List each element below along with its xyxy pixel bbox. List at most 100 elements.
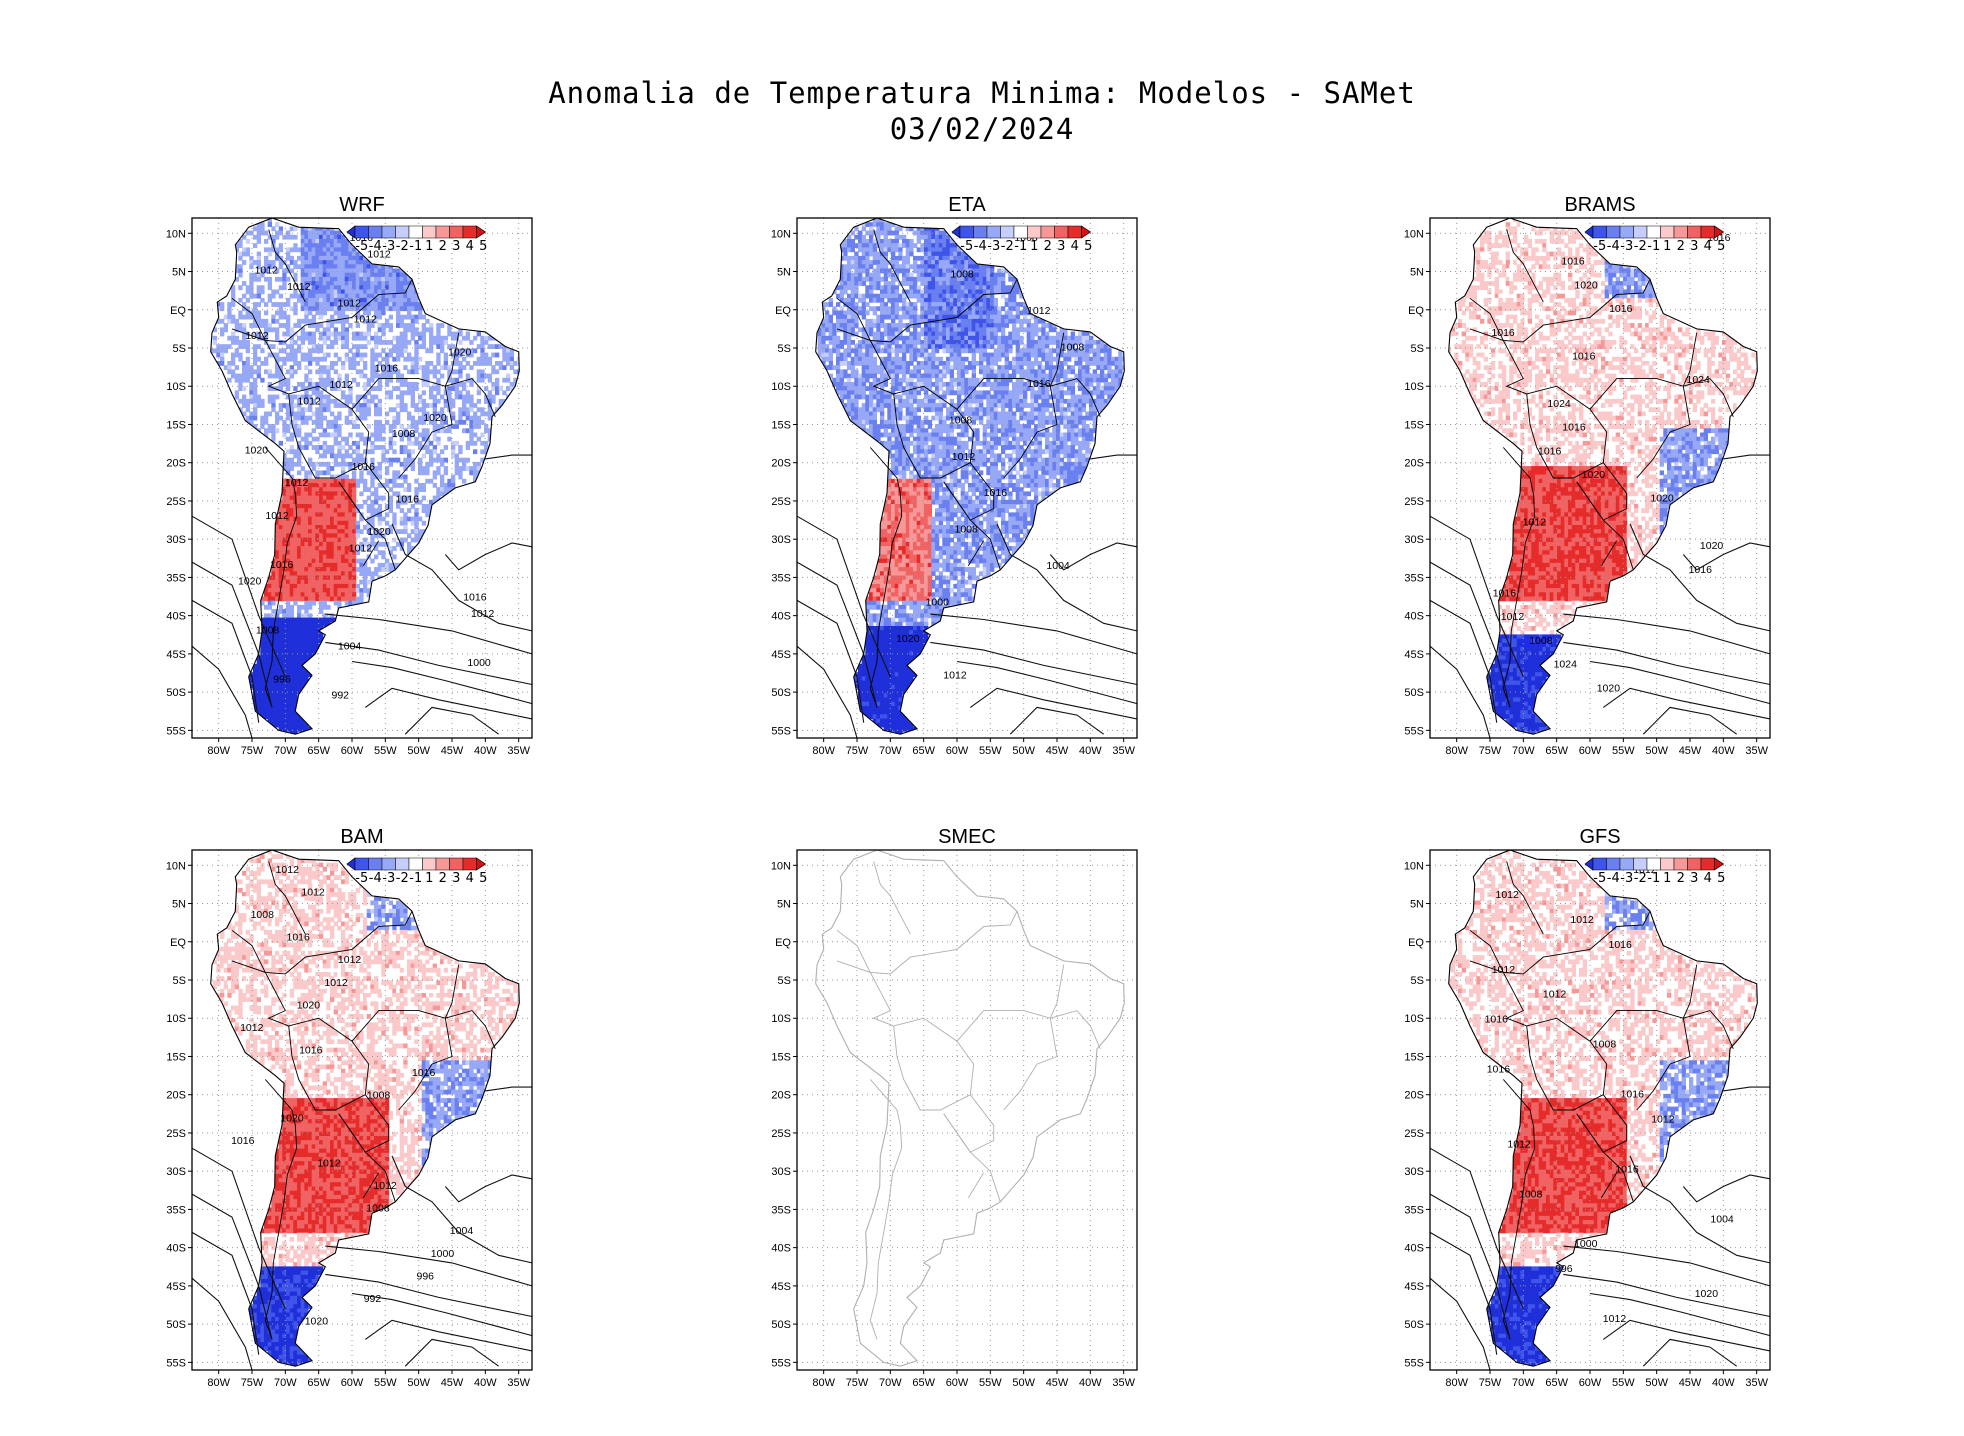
lon-tick-label: 40W: [1079, 745, 1102, 757]
isobar-label: 1016: [1615, 1163, 1639, 1175]
lat-tick-label: EQ: [1408, 937, 1424, 949]
isobar-label: 1012: [1651, 1114, 1675, 1126]
colorbar-label: -4: [974, 239, 987, 254]
lat-tick-label: 35S: [1404, 1204, 1424, 1216]
colorbar-label: 3: [452, 239, 460, 254]
lat-tick-label: 10N: [1404, 228, 1424, 240]
country-border: [869, 447, 903, 708]
colorbar-label: -1: [409, 239, 422, 254]
isobar-label: 1020: [280, 1112, 304, 1124]
country-border: [1589, 378, 1691, 479]
lon-tick-label: 35W: [1112, 745, 1135, 757]
lat-tick-label: 55S: [1404, 1357, 1424, 1369]
lon-tick-label: 45W: [1046, 745, 1069, 757]
colorbar-label: 4: [466, 871, 474, 886]
map-panel-eta: ETA1008100810121008101610081012101610081…: [605, 194, 1138, 774]
country-border: [1049, 332, 1065, 387]
isobar-label: 1020: [1597, 682, 1621, 694]
lat-tick-label: 55S: [166, 1357, 186, 1369]
isobar-label: 1016: [1027, 378, 1051, 390]
country-border: [836, 328, 894, 395]
isobar-label: 1016: [463, 592, 487, 604]
country-border: [231, 328, 289, 395]
lon-tick-label: 80W: [812, 1377, 835, 1389]
isobar-label: 1012: [367, 248, 391, 260]
isobar-label: 1012: [255, 265, 279, 277]
panel-title: WRF: [339, 194, 385, 216]
colorbar-label: -3: [1620, 239, 1633, 254]
lat-tick-label: 10S: [771, 1013, 791, 1025]
country-border: [1600, 1172, 1618, 1199]
lon-tick-label: 45W: [1046, 1377, 1069, 1389]
isobar-label: 1012: [324, 977, 348, 989]
isobar-label: 1016: [984, 487, 1008, 499]
country-border: [445, 1010, 496, 1049]
lat-tick-label: 10N: [771, 228, 791, 240]
isobar-label: 1012: [1507, 1138, 1531, 1150]
country-border: [338, 481, 396, 570]
grid-lines: [1430, 218, 1770, 738]
country-border: [870, 911, 1018, 975]
colorbar-label: -4: [1607, 871, 1620, 886]
map-panel-wrf: WRF1016101210121012101210121012102010161…: [0, 194, 533, 774]
anomaly-field: [1448, 218, 1758, 735]
isobar-label: 1016: [352, 461, 376, 473]
country-border: [1683, 1010, 1734, 1049]
map-canvas: 1012101210081016101210121020101210161016…: [166, 849, 533, 1389]
country-border: [870, 279, 1018, 343]
lat-tick-label: 55S: [771, 1357, 791, 1369]
lat-tick-label: 55S: [771, 725, 791, 737]
lon-tick-label: 50W: [1012, 745, 1035, 757]
isobar-label: 1016: [1493, 588, 1517, 600]
anomaly-field: [817, 218, 1125, 735]
country-border: [943, 1113, 1001, 1202]
map-frame: [1429, 849, 1771, 1371]
map-frame: [1429, 217, 1771, 739]
isobar-label: 1020: [1695, 1288, 1719, 1300]
lat-tick-label: 40S: [771, 1243, 791, 1255]
lat-tick-label: 55S: [166, 725, 186, 737]
lat-tick-label: 15S: [166, 1051, 186, 1063]
isobar-label: 1012: [285, 477, 309, 489]
lat-tick-label: 20S: [1404, 1090, 1424, 1102]
lat-tick-label: 5N: [777, 267, 791, 279]
isobar-label: 1008: [256, 624, 280, 636]
isobar-label: 1012: [338, 297, 362, 309]
isobar-label: 1008: [392, 428, 416, 440]
lon-tick-label: 75W: [846, 745, 869, 757]
lon-tick-label: 35W: [1745, 745, 1768, 757]
lon-tick-label: 65W: [1545, 745, 1568, 757]
lon-tick-label: 65W: [912, 1377, 935, 1389]
isobar-label: 1012: [338, 954, 362, 966]
lat-tick-label: 5N: [1410, 267, 1424, 279]
isobar-label: 1016: [1572, 351, 1596, 363]
panel-title: ETA: [948, 194, 986, 216]
map-canvas: 1008100810121008101610081012101610081004…: [771, 217, 1138, 757]
isobar-label: 1000: [1574, 1238, 1598, 1250]
country-border: [351, 1010, 453, 1111]
country-border: [873, 861, 911, 935]
lon-tick-label: 40W: [1712, 1377, 1735, 1389]
colorbar-label: -1: [1647, 871, 1660, 886]
colorbar-label: 3: [1690, 239, 1698, 254]
lat-tick-label: 25S: [771, 1128, 791, 1140]
lon-tick-label: 50W: [1645, 1377, 1668, 1389]
isobar-label: 1016: [1562, 422, 1586, 434]
panel-title: GFS: [1579, 826, 1621, 848]
lat-tick-label: 30S: [771, 534, 791, 546]
country-border: [1503, 279, 1651, 343]
isobar-label: 1016: [231, 1135, 255, 1147]
isobar-label: 1012: [317, 1157, 341, 1169]
lon-tick-label: 45W: [1679, 1377, 1702, 1389]
country-border: [1576, 1113, 1634, 1202]
coastline: [210, 217, 520, 735]
lat-tick-label: 10S: [166, 1013, 186, 1025]
lon-tick-label: 50W: [407, 745, 430, 757]
lat-tick-label: 10S: [1404, 381, 1424, 393]
lon-tick-label: 65W: [307, 1377, 330, 1389]
country-border: [231, 960, 289, 1027]
colorbar-label: -5: [355, 871, 368, 886]
country-border: [288, 1017, 370, 1111]
isobar-label: 1012: [943, 670, 967, 682]
coastline: [815, 217, 1125, 735]
